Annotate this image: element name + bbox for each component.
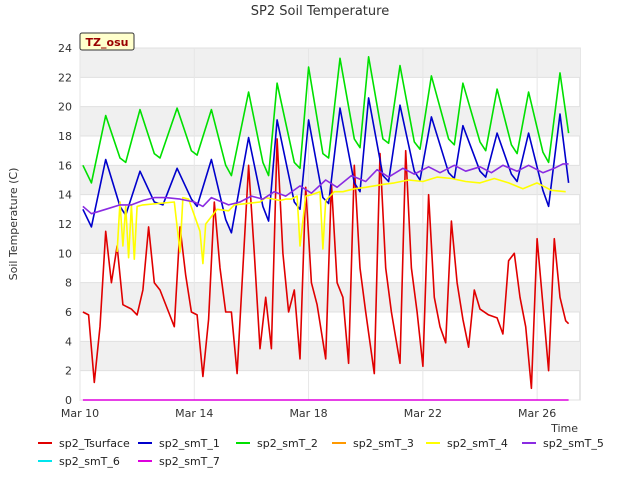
legend-label-sp2-smT-4: sp2_smT_4 — [447, 437, 508, 450]
series-line-sp2-smT-5 — [82, 163, 569, 215]
legend-label-sp2-smT-1: sp2_smT_1 — [159, 437, 220, 450]
x-tick-label: Mar 18 — [289, 407, 327, 420]
y-tick-label: 24 — [58, 42, 72, 55]
series-lines — [82, 56, 570, 401]
series-line-sp2-Tsurface — [82, 138, 570, 390]
x-tick-label: Mar 26 — [518, 407, 556, 420]
y-tick-label: 12 — [58, 218, 72, 231]
y-tick-label: 20 — [58, 101, 72, 114]
legend: sp2_Tsurface sp2_smT_1 sp2_smT_2 sp2_smT_3 s… — [38, 437, 604, 468]
y-tick-label: 8 — [65, 277, 72, 290]
series-line-sp2-smT-4 — [116, 176, 566, 265]
y-tick-label: 14 — [58, 189, 72, 202]
y-tick-label: 4 — [65, 335, 72, 348]
series-line-sp2-smT-1 — [82, 97, 570, 234]
y-tick-label: 22 — [58, 71, 72, 84]
x-tick-label: Mar 10 — [61, 407, 99, 420]
timezone-badge: TZ_osu — [79, 32, 135, 51]
y-tick-label: 18 — [58, 130, 72, 143]
grid-band — [80, 48, 580, 78]
badge-box — [79, 32, 135, 51]
legend-label-sp2-smT-5: sp2_smT_5 — [543, 437, 604, 450]
series-line-sp2-smT-2 — [82, 56, 570, 184]
y-tick-label: 6 — [65, 306, 72, 319]
y-tick-label: 0 — [65, 394, 72, 407]
chart-title: SP2 Soil Temperature — [251, 4, 389, 19]
legend-label-sp2-smT-7: sp2_smT_7 — [159, 455, 220, 468]
y-axis-label: Soil Temperature (C) — [7, 168, 20, 281]
grid-band — [80, 341, 580, 371]
x-axis-label: Time — [550, 422, 578, 435]
legend-label-sp2-smT-6: sp2_smT_6 — [59, 455, 120, 468]
badge-label: TZ_osu — [86, 36, 129, 49]
grid-bands — [80, 48, 580, 371]
legend-label-sp2-smT-2: sp2_smT_2 — [257, 437, 318, 450]
legend-label-sp2-Tsurface: sp2_Tsurface — [59, 437, 130, 450]
y-tick-label: 2 — [65, 365, 72, 378]
x-tick-label: Mar 22 — [404, 407, 442, 420]
legend-label-sp2-smT-3: sp2_smT_3 — [353, 437, 414, 450]
y-tick-label: 10 — [58, 247, 72, 260]
grid-band — [80, 106, 580, 136]
x-tick-label: Mar 14 — [175, 407, 213, 420]
y-tick-label: 16 — [58, 159, 72, 172]
